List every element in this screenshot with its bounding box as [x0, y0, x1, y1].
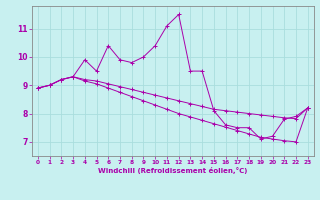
X-axis label: Windchill (Refroidissement éolien,°C): Windchill (Refroidissement éolien,°C): [98, 167, 247, 174]
